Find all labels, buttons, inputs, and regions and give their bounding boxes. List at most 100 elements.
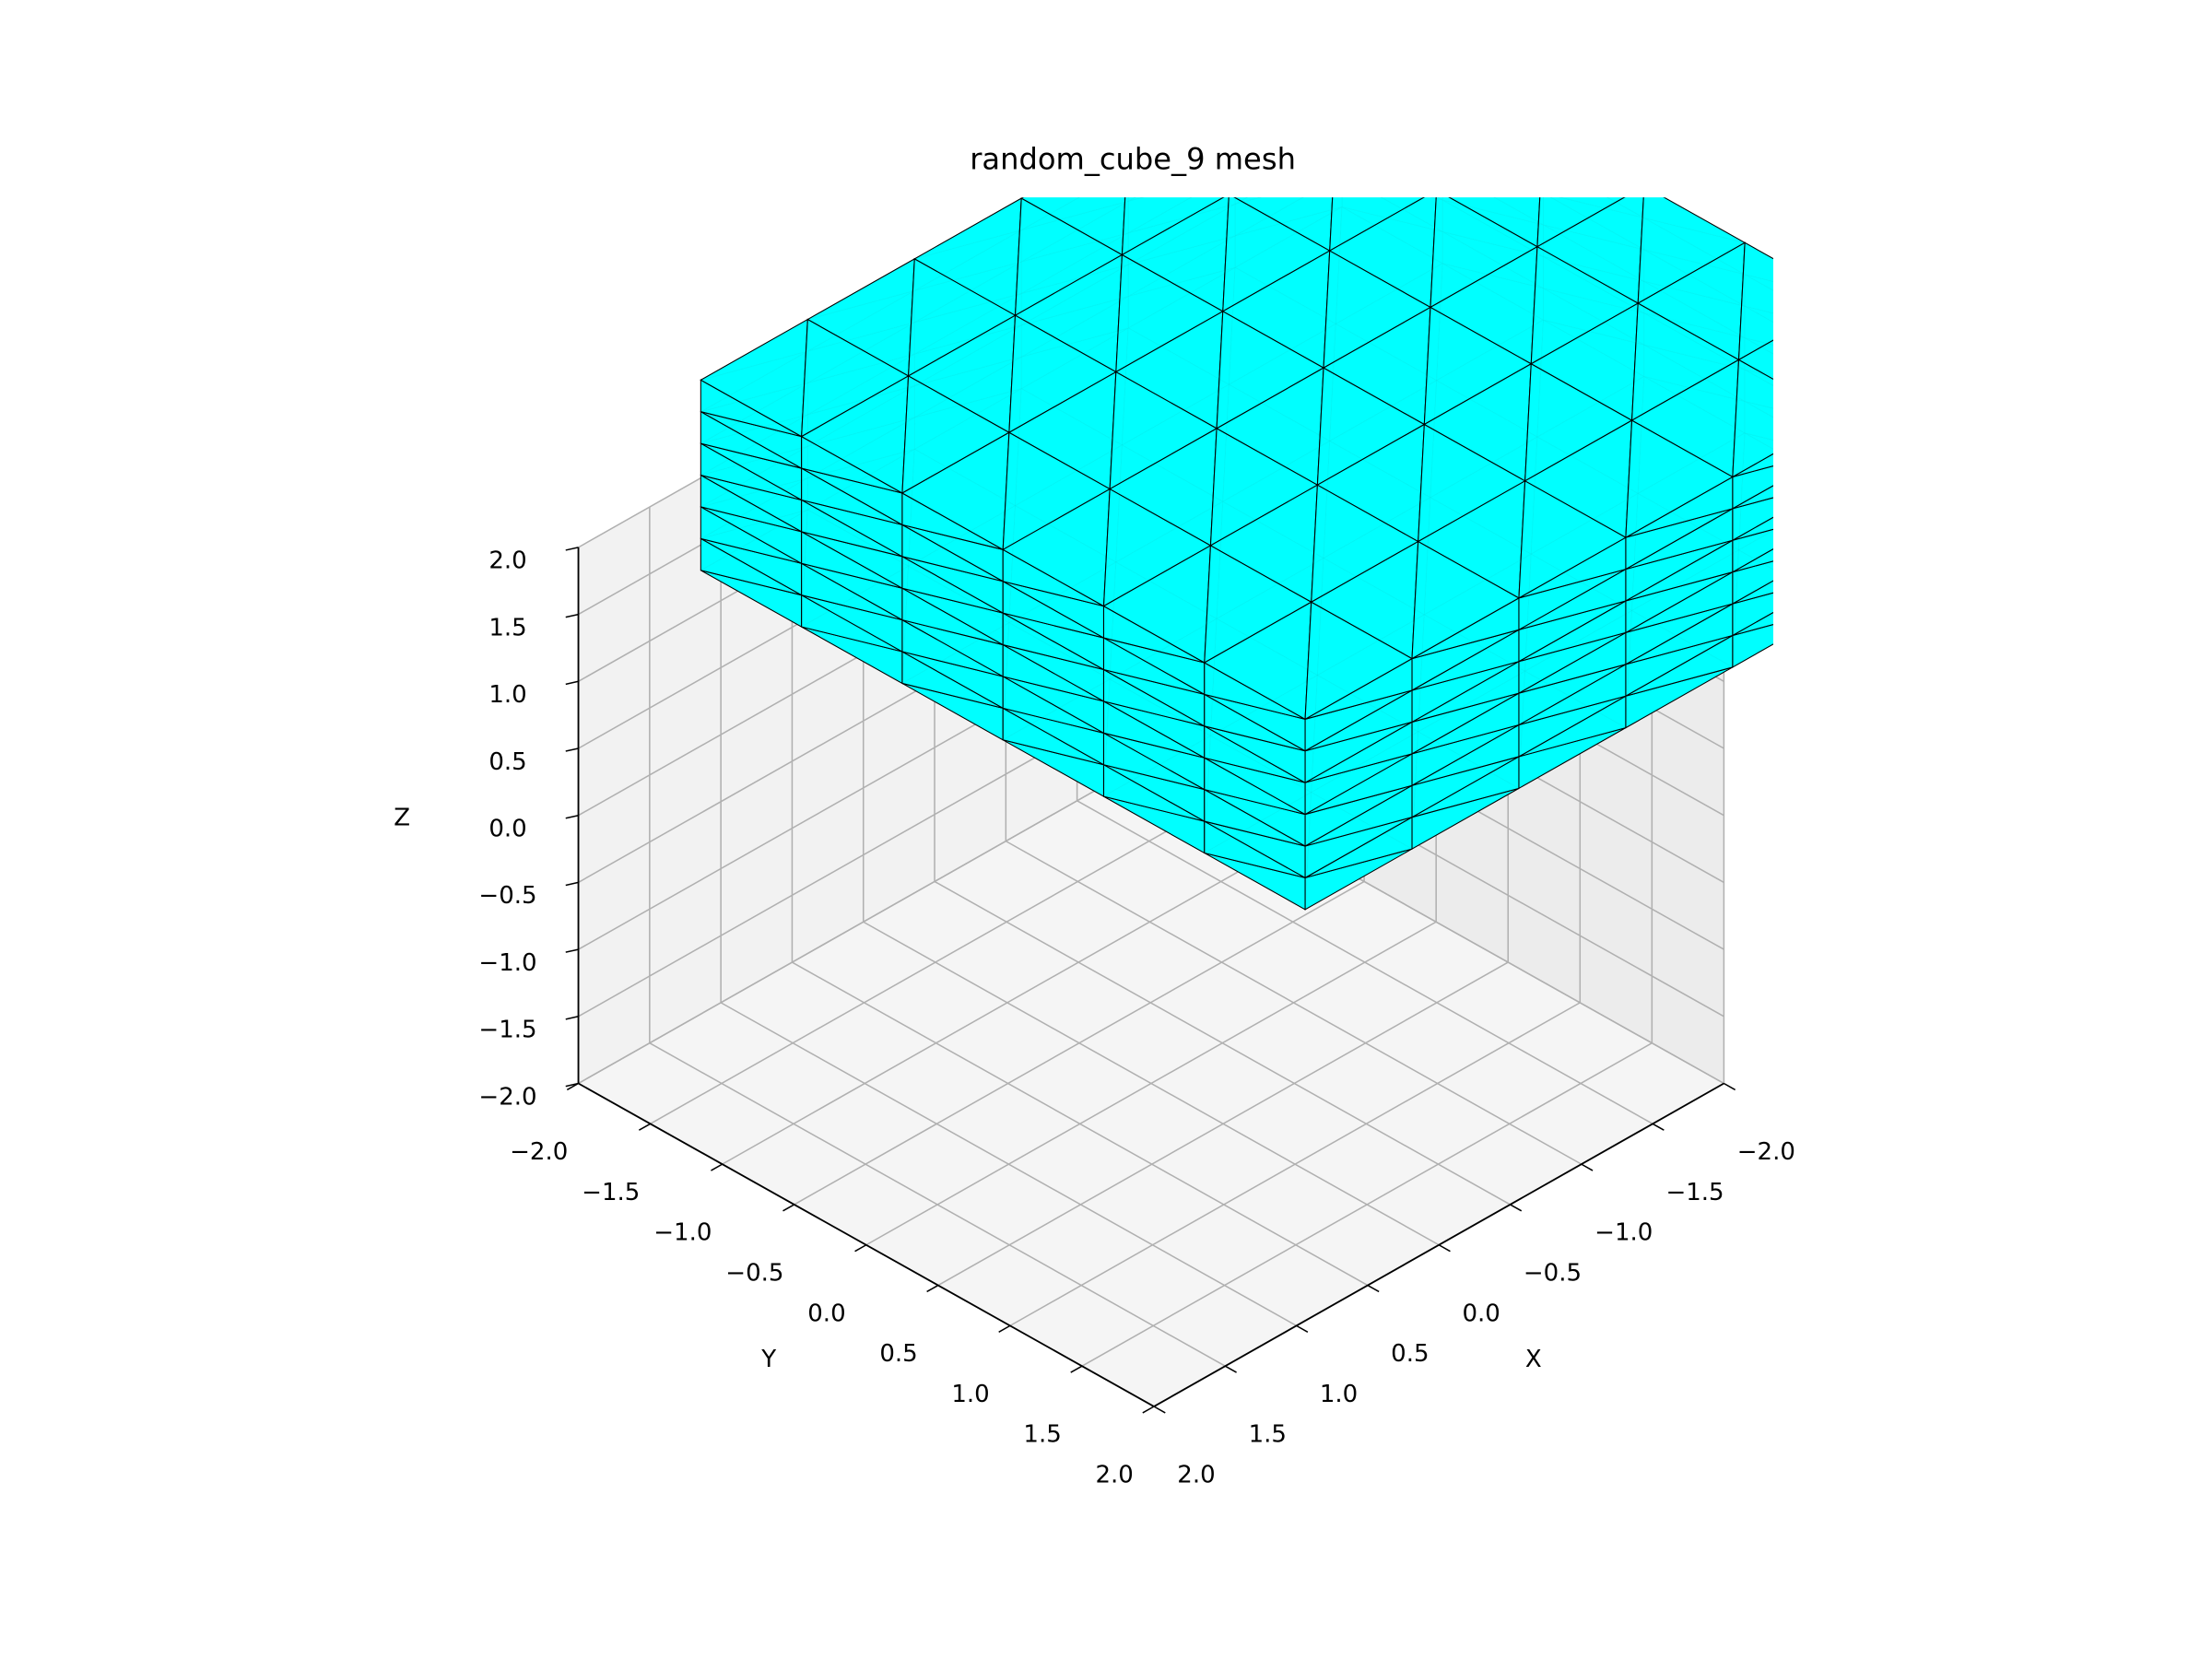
mesh-face (1442, 105, 1543, 161)
mesh-face (1342, 112, 1442, 168)
mesh-face (1335, 73, 1442, 190)
tick-mark (1581, 1163, 1594, 1171)
tick-mark (565, 547, 579, 551)
mesh-face (1430, 197, 1443, 201)
y-tick-label: 2.0 (1095, 1462, 1133, 1489)
mesh-face (1840, 451, 1947, 512)
mesh-face (1845, 426, 1946, 482)
mesh-face (1732, 359, 1773, 478)
mesh-face (1235, 80, 1342, 141)
x-tick-label: −1.5 (1665, 1179, 1724, 1206)
tick-mark (1367, 1284, 1380, 1293)
x-tick-label: −1.0 (1594, 1219, 1653, 1247)
x-axis-line (1153, 1082, 1724, 1407)
y-tick-label: −1.0 (653, 1219, 712, 1247)
mesh-face (1845, 362, 1946, 418)
tick-mark (1438, 1244, 1451, 1253)
mesh-face (1840, 387, 1947, 448)
y-axis-label: Y (760, 1346, 776, 1373)
mesh-face (1442, 73, 1543, 129)
grid-line (1081, 1042, 1653, 1367)
mesh-face (1840, 300, 1947, 417)
mesh (700, 17, 1947, 911)
mesh-face (1845, 300, 1946, 356)
grid-line (794, 880, 1365, 1206)
z-tick-label: −2.0 (478, 1083, 536, 1111)
mesh-face (1335, 17, 1442, 134)
mesh-face (1442, 136, 1543, 193)
x-tick-label: 1.0 (1320, 1381, 1358, 1408)
mesh-face (1840, 451, 1947, 512)
y-tick-label: −2.0 (510, 1138, 568, 1166)
mesh-face (1840, 489, 1947, 606)
mesh-face (1840, 514, 1947, 575)
axes: −2.0−1.5−1.0−0.50.00.51.01.52.0−2.0−1.5−… (394, 547, 1795, 1489)
tick-mark (926, 1284, 939, 1293)
x-tick-label: 0.5 (1391, 1340, 1429, 1368)
mesh-face (1128, 77, 1235, 138)
tick-mark (998, 1324, 1011, 1333)
mesh-face (1845, 394, 1946, 451)
tick-mark (565, 948, 579, 953)
z-tick-label: 0.0 (488, 816, 526, 843)
mesh-face (1840, 483, 1947, 544)
tick-mark (1153, 1406, 1166, 1414)
mesh-face (1442, 105, 1543, 161)
mesh-face (1437, 197, 1443, 201)
mesh-face (1342, 80, 1442, 136)
mesh-face (1442, 136, 1543, 193)
z-tick-label: 1.0 (488, 681, 526, 709)
grid-line (937, 961, 1509, 1287)
tick-mark (565, 881, 579, 887)
mesh-face (1437, 73, 1544, 190)
mesh-face (1235, 80, 1342, 141)
tick-mark (565, 613, 579, 618)
mesh-face (1845, 394, 1946, 451)
mesh-face (1840, 546, 1947, 606)
tick-mark (1296, 1324, 1309, 1333)
mesh-face (1840, 356, 1947, 417)
mesh-face (1128, 77, 1235, 194)
z-tick-label: 2.0 (488, 547, 526, 575)
grid-line (1009, 1002, 1581, 1327)
x-tick-label: 1.5 (1249, 1421, 1287, 1449)
y-axis-line (578, 1082, 1155, 1407)
tick-mark (565, 680, 579, 686)
tick-mark (565, 1082, 579, 1088)
tick-mark (711, 1163, 724, 1171)
mesh-face (1840, 514, 1947, 575)
grid-line (865, 921, 1437, 1246)
x-tick-label: 2.0 (1177, 1462, 1215, 1489)
mesh-face (1840, 419, 1947, 480)
tick-mark (638, 1123, 651, 1131)
mesh-face (1235, 17, 1342, 77)
mesh-face (1840, 419, 1947, 480)
mesh-face (1235, 48, 1342, 109)
tick-mark (1724, 1082, 1736, 1091)
mesh-face (1411, 540, 1521, 660)
x-tick-label: −2.0 (1737, 1138, 1795, 1166)
x-tick-label: −0.5 (1524, 1259, 1582, 1287)
mesh-face (1342, 48, 1442, 104)
mesh-face (1845, 331, 1946, 387)
mesh-face (1544, 130, 1644, 186)
z-axis-label: Z (394, 804, 410, 831)
mesh-face (1342, 48, 1442, 104)
grid-line (578, 759, 1149, 1085)
tick-mark (854, 1244, 867, 1253)
x-axis-label: X (1525, 1346, 1542, 1373)
z-tick-label: −1.5 (478, 1017, 536, 1044)
y-tick-label: 1.5 (1023, 1421, 1061, 1449)
mesh-face (1235, 17, 1342, 134)
tick-mark (1070, 1365, 1083, 1373)
grid-line (650, 800, 1221, 1124)
mesh-face (1845, 489, 1946, 546)
x-tick-label: 0.0 (1462, 1300, 1500, 1327)
mesh-face (1845, 331, 1946, 387)
mesh-face (1840, 387, 1947, 448)
mesh-face (1845, 426, 1946, 482)
mesh-face (1342, 17, 1442, 73)
y-tick-label: 0.0 (807, 1300, 845, 1327)
chart-title: random_cube_9 mesh (970, 141, 1296, 176)
mesh-face (1518, 479, 1627, 599)
